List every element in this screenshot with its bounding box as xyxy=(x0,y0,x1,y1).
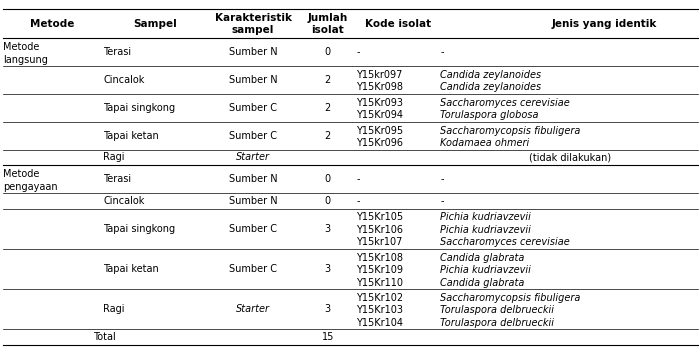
Text: 2: 2 xyxy=(325,75,331,85)
Text: Tapai singkong: Tapai singkong xyxy=(103,103,175,113)
Text: Torulaspora globosa: Torulaspora globosa xyxy=(440,110,539,120)
Text: Y15Kr093: Y15Kr093 xyxy=(356,98,403,108)
Text: -: - xyxy=(440,47,444,57)
Text: Pichia kudriavzevii: Pichia kudriavzevii xyxy=(440,265,531,275)
Text: 15: 15 xyxy=(322,332,334,342)
Text: 3: 3 xyxy=(325,264,331,274)
Text: Terasi: Terasi xyxy=(103,47,131,57)
Text: Saccharomyces cerevisiae: Saccharomyces cerevisiae xyxy=(440,237,570,247)
Text: Terasi: Terasi xyxy=(103,174,131,184)
Text: -: - xyxy=(356,196,360,206)
Text: Cincalok: Cincalok xyxy=(103,75,145,85)
Text: 3: 3 xyxy=(325,304,331,314)
Text: langsung: langsung xyxy=(3,55,48,64)
Text: Y15Kr106: Y15Kr106 xyxy=(356,225,403,235)
Text: Metode: Metode xyxy=(3,169,40,179)
Text: Sumber N: Sumber N xyxy=(229,174,278,184)
Text: Y15Kr110: Y15Kr110 xyxy=(356,277,403,288)
Text: Torulaspora delbrueckii: Torulaspora delbrueckii xyxy=(440,306,554,315)
Text: Y15Kr103: Y15Kr103 xyxy=(356,306,403,315)
Text: Sumber C: Sumber C xyxy=(229,103,277,113)
Text: Kode isolat: Kode isolat xyxy=(366,19,431,29)
Text: -: - xyxy=(440,196,444,206)
Text: Starter: Starter xyxy=(236,152,270,162)
Text: Y15Kr105: Y15Kr105 xyxy=(356,213,403,222)
Text: Sampel: Sampel xyxy=(134,19,177,29)
Text: Candida glabrata: Candida glabrata xyxy=(440,277,525,288)
Text: Y15Kr104: Y15Kr104 xyxy=(356,318,403,328)
Text: Sumber C: Sumber C xyxy=(229,224,277,234)
Text: Y15kr097: Y15kr097 xyxy=(356,70,403,80)
Text: 0: 0 xyxy=(325,47,331,57)
Text: 2: 2 xyxy=(325,131,331,141)
Text: Sumber C: Sumber C xyxy=(229,264,277,274)
Text: Candida zeylanoides: Candida zeylanoides xyxy=(440,82,542,93)
Text: Pichia kudriavzevii: Pichia kudriavzevii xyxy=(440,225,531,235)
Text: Saccharomyces cerevisiae: Saccharomyces cerevisiae xyxy=(440,98,570,108)
Text: Tapai ketan: Tapai ketan xyxy=(103,264,159,274)
Text: -: - xyxy=(356,47,360,57)
Text: Saccharomycopsis fibuligera: Saccharomycopsis fibuligera xyxy=(440,126,581,136)
Text: Kodamaea ohmeri: Kodamaea ohmeri xyxy=(440,138,530,148)
Text: 0: 0 xyxy=(325,174,331,184)
Text: Pichia kudriavzevii: Pichia kudriavzevii xyxy=(440,213,531,222)
Text: Torulaspora delbrueckii: Torulaspora delbrueckii xyxy=(440,318,554,328)
Text: Cincalok: Cincalok xyxy=(103,196,145,206)
Text: -: - xyxy=(440,174,444,184)
Text: -: - xyxy=(356,174,360,184)
Text: Tapai singkong: Tapai singkong xyxy=(103,224,175,234)
Text: Jumlah: Jumlah xyxy=(308,13,348,23)
Text: Saccharomycopsis fibuligera: Saccharomycopsis fibuligera xyxy=(440,293,581,303)
Text: Y15Kr108: Y15Kr108 xyxy=(356,253,403,263)
Text: Ragi: Ragi xyxy=(103,304,125,314)
Text: Y15Kr102: Y15Kr102 xyxy=(356,293,403,303)
Text: Total: Total xyxy=(94,332,116,342)
Text: Y15Kr094: Y15Kr094 xyxy=(356,110,403,120)
Text: isolat: isolat xyxy=(312,25,344,35)
Text: Metode: Metode xyxy=(29,19,74,29)
Text: 2: 2 xyxy=(325,103,331,113)
Text: Y15Kr095: Y15Kr095 xyxy=(356,126,403,136)
Text: Karakteristik: Karakteristik xyxy=(215,13,291,23)
Text: Y15Kr096: Y15Kr096 xyxy=(356,138,403,148)
Text: 0: 0 xyxy=(325,196,331,206)
Text: Sumber C: Sumber C xyxy=(229,131,277,141)
Text: (tidak dilakukan): (tidak dilakukan) xyxy=(528,152,611,162)
Text: Ragi: Ragi xyxy=(103,152,125,162)
Text: Tapai ketan: Tapai ketan xyxy=(103,131,159,141)
Text: pengayaan: pengayaan xyxy=(3,182,58,191)
Text: sampel: sampel xyxy=(232,25,274,35)
Text: Sumber N: Sumber N xyxy=(229,75,278,85)
Text: Sumber N: Sumber N xyxy=(229,47,278,57)
Text: Y15Kr109: Y15Kr109 xyxy=(356,265,403,275)
Text: Y15Kr098: Y15Kr098 xyxy=(356,82,403,93)
Text: Sumber N: Sumber N xyxy=(229,196,278,206)
Text: Y15kr107: Y15kr107 xyxy=(356,237,403,247)
Text: Jenis yang identik: Jenis yang identik xyxy=(552,19,657,29)
Text: Candida zeylanoides: Candida zeylanoides xyxy=(440,70,542,80)
Text: Starter: Starter xyxy=(236,304,270,314)
Text: Candida glabrata: Candida glabrata xyxy=(440,253,525,263)
Text: 3: 3 xyxy=(325,224,331,234)
Text: Metode: Metode xyxy=(3,42,40,52)
